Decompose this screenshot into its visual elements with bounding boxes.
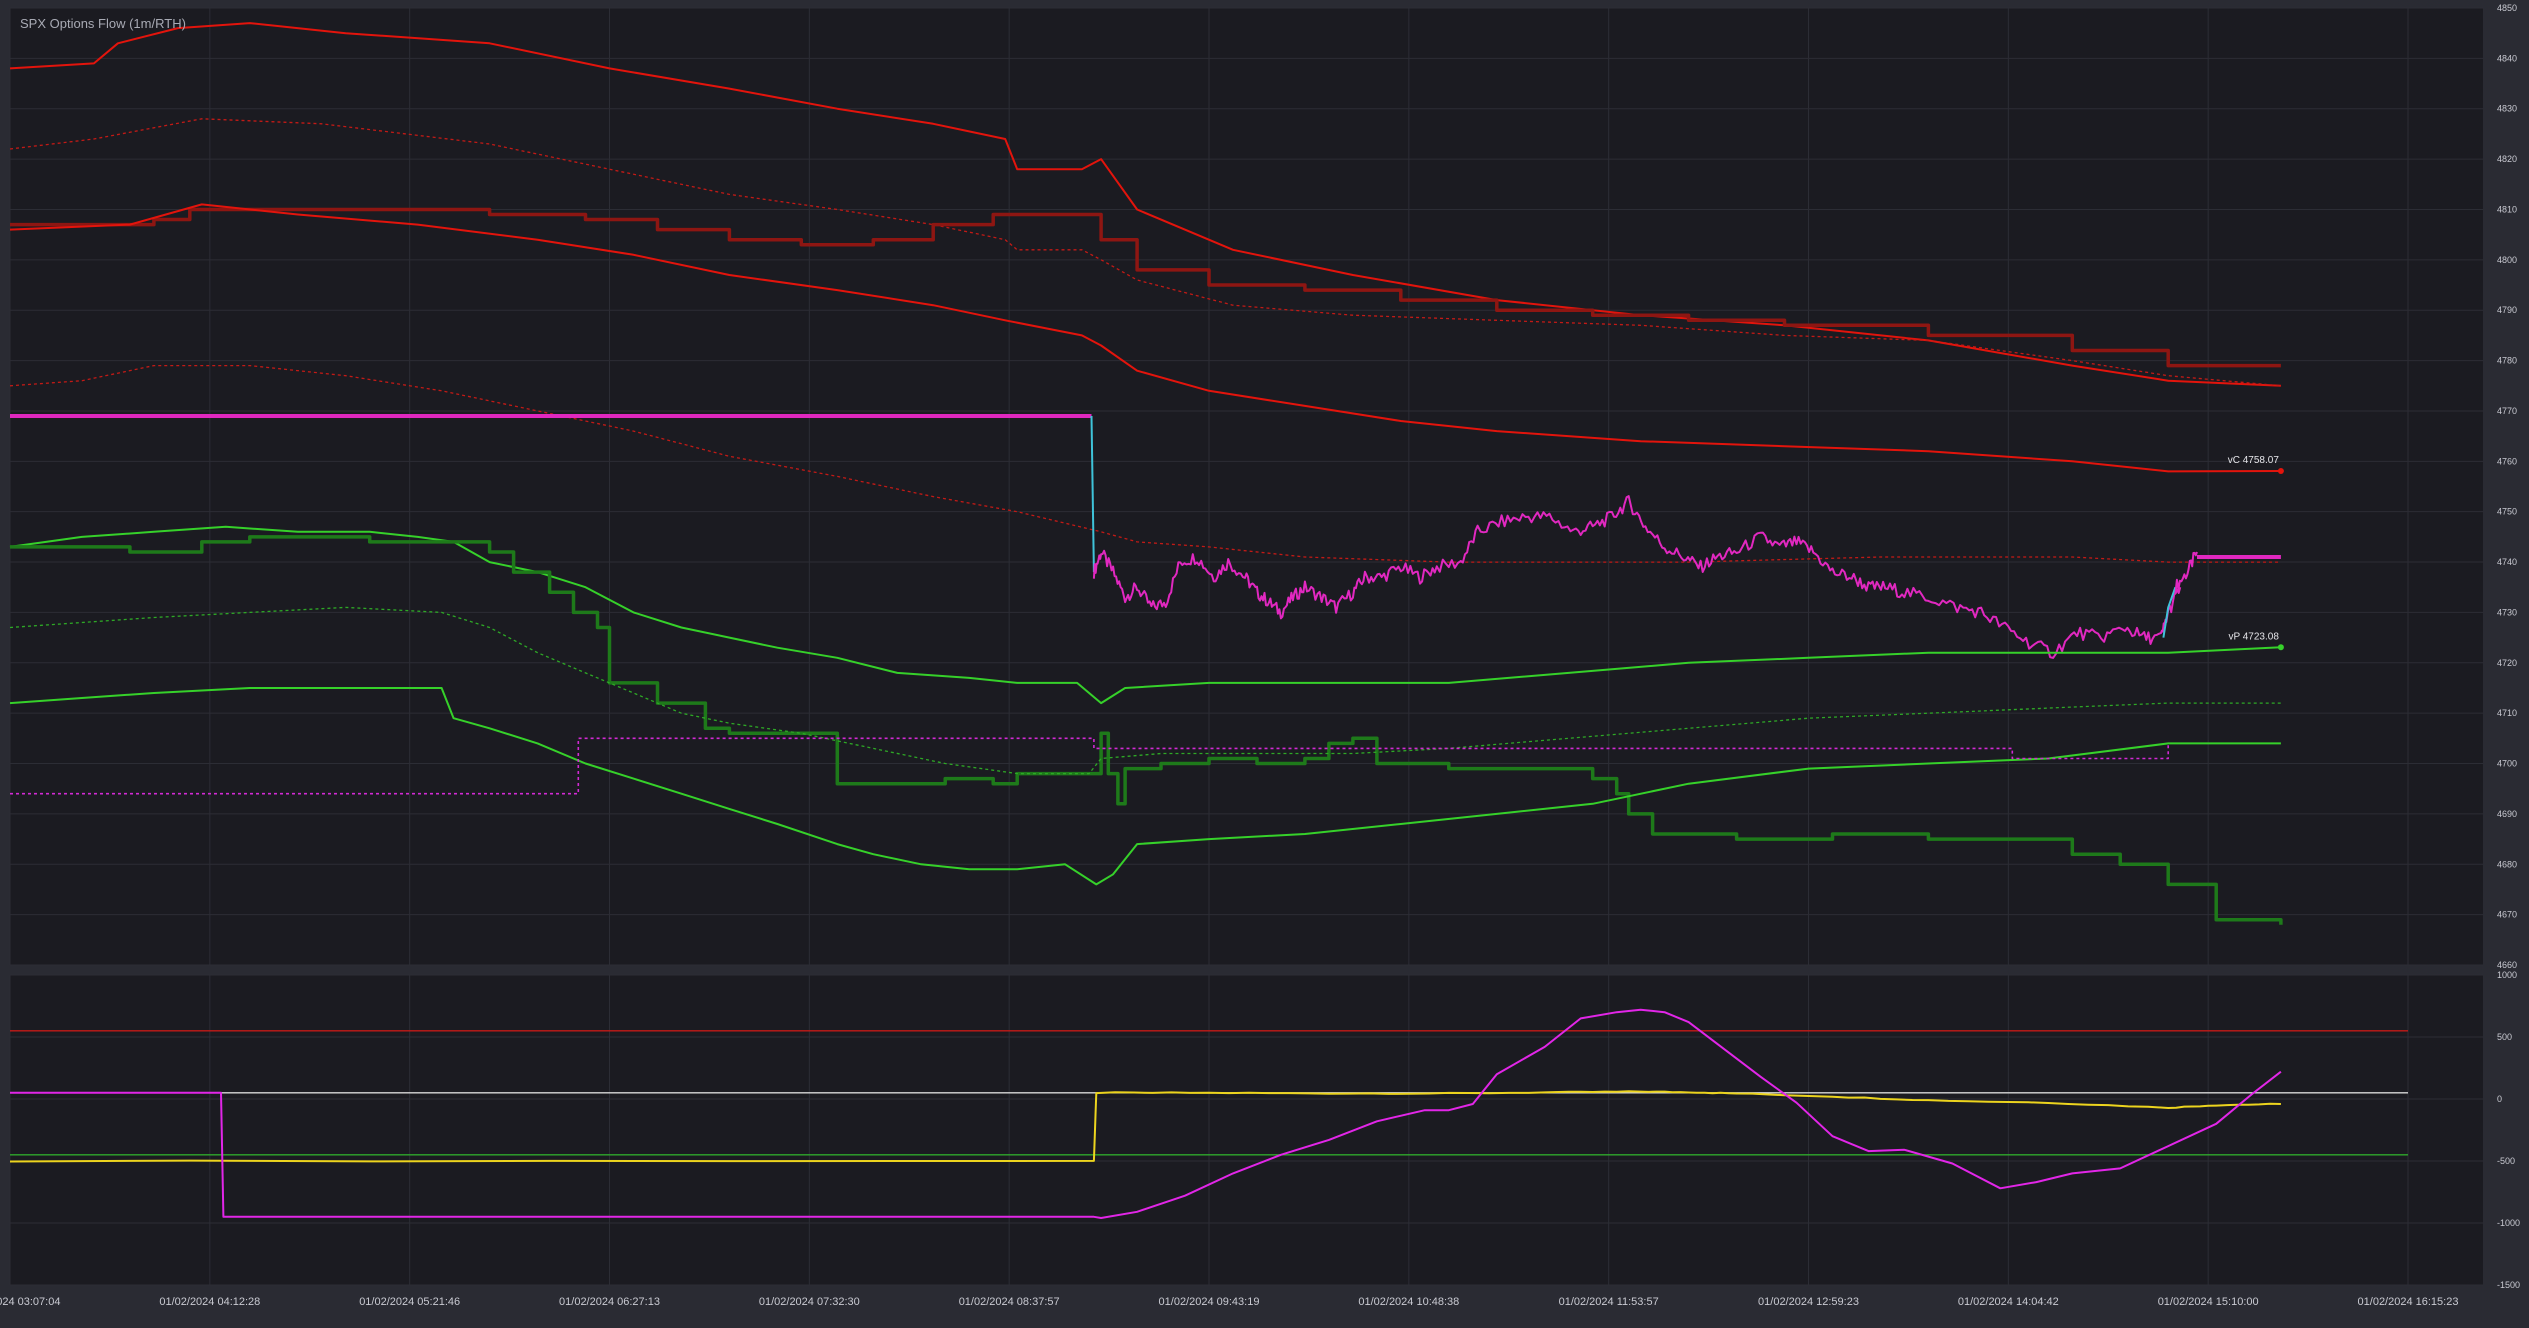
- series-red_dark_step: [10, 207, 2281, 368]
- y-tick-label: 4840: [2497, 53, 2517, 63]
- y-tick-label: 4760: [2497, 456, 2517, 466]
- annotation-marker: [2277, 644, 2284, 651]
- series-cyan_rise: [2162, 586, 2177, 638]
- y-tick-label: 4770: [2497, 406, 2517, 416]
- x-tick-label: 01/02/2024 03:07:04: [0, 1296, 60, 1308]
- y-tick-label: 4750: [2497, 507, 2517, 517]
- y-tick-label: 1000: [2497, 970, 2517, 980]
- series-red_dotted_top: [9, 118, 2281, 387]
- y-tick-label: 4790: [2497, 305, 2517, 315]
- oscillator-panel-series: [9, 1008, 2408, 1219]
- y-tick-label: 500: [2497, 1032, 2512, 1042]
- annotation-marker: [2277, 468, 2284, 475]
- price-panel-series: [9, 22, 2283, 925]
- series-red_dotted_low: [9, 364, 2281, 563]
- x-tick-label: 01/02/2024 09:43:19: [1159, 1296, 1260, 1308]
- y-tick-label: 4830: [2497, 104, 2517, 114]
- price-y-axis: 4660 4670 4680 4690 4700 4710 4720 4730 4740 4750…: [2497, 3, 2517, 970]
- y-tick-label: 0: [2497, 1094, 2502, 1104]
- series-osc_yellow: [9, 1090, 2281, 1163]
- series-osc_magenta: [10, 1008, 2282, 1219]
- x-tick-label: 01/02/2024 12:59:23: [1758, 1296, 1859, 1308]
- x-tick-label: 01/02/2024 05:21:46: [359, 1296, 460, 1308]
- y-tick-label: -1000: [2497, 1218, 2520, 1228]
- annotations: vC 4758.07 vP 4723.08: [2228, 455, 2284, 651]
- x-tick-label: 01/02/2024 08:37:57: [959, 1296, 1060, 1308]
- y-tick-label: 4780: [2497, 356, 2517, 366]
- series-price: [1092, 495, 2182, 659]
- top-panel: [10, 8, 2483, 965]
- x-tick-label: 01/02/2024 06:27:13: [559, 1296, 660, 1308]
- x-tick-label: 01/02/2024 15:10:00: [2158, 1296, 2259, 1308]
- x-tick-label: 01/02/2024 04:12:28: [159, 1296, 260, 1308]
- series-green_low: [9, 687, 2281, 886]
- series-cyan_drop: [1090, 415, 1095, 573]
- series-green_top: [9, 525, 2281, 705]
- annotation-label: vC 4758.07: [2228, 455, 2280, 466]
- series-green_dotted_mid: [9, 606, 2281, 775]
- time-x-axis: 01/02/2024 03:07:04 01/02/2024 04:12:28 01…: [0, 1296, 2458, 1308]
- x-tick-label: 01/02/2024 16:15:23: [2358, 1296, 2459, 1308]
- y-tick-label: 4670: [2497, 910, 2517, 920]
- y-tick-label: 4710: [2497, 708, 2517, 718]
- y-tick-label: 4730: [2497, 607, 2517, 617]
- series-red_mid: [9, 203, 2281, 473]
- bottom-panel: [10, 975, 2483, 1285]
- y-tick-label: 4820: [2497, 154, 2517, 164]
- oscillator-y-axis: -1500 -1000 -500 0 500 1000: [2497, 970, 2520, 1290]
- y-tick-label: -1500: [2497, 1280, 2520, 1290]
- y-tick-label: 4660: [2497, 960, 2517, 970]
- y-tick-label: 4690: [2497, 809, 2517, 819]
- y-tick-label: 4810: [2497, 204, 2517, 214]
- y-tick-label: -500: [2497, 1156, 2515, 1166]
- x-tick-label: 01/02/2024 07:32:30: [759, 1296, 860, 1308]
- y-tick-label: 4700: [2497, 759, 2517, 769]
- x-tick-label: 01/02/2024 14:04:42: [1958, 1296, 2059, 1308]
- chart-title: SPX Options Flow (1m/RTH): [20, 16, 186, 31]
- y-tick-label: 4720: [2497, 658, 2517, 668]
- x-tick-label: 01/02/2024 10:48:38: [1358, 1296, 1459, 1308]
- y-tick-label: 4850: [2497, 3, 2517, 13]
- y-tick-label: 4800: [2497, 255, 2517, 265]
- series-green_dark_step: [10, 535, 2283, 925]
- y-tick-label: 4740: [2497, 557, 2517, 567]
- annotation-label: vP 4723.08: [2228, 631, 2279, 642]
- y-tick-label: 4680: [2497, 859, 2517, 869]
- series-price_tail: [2174, 551, 2198, 594]
- x-tick-label: 01/02/2024 11:53:57: [1559, 1296, 1659, 1308]
